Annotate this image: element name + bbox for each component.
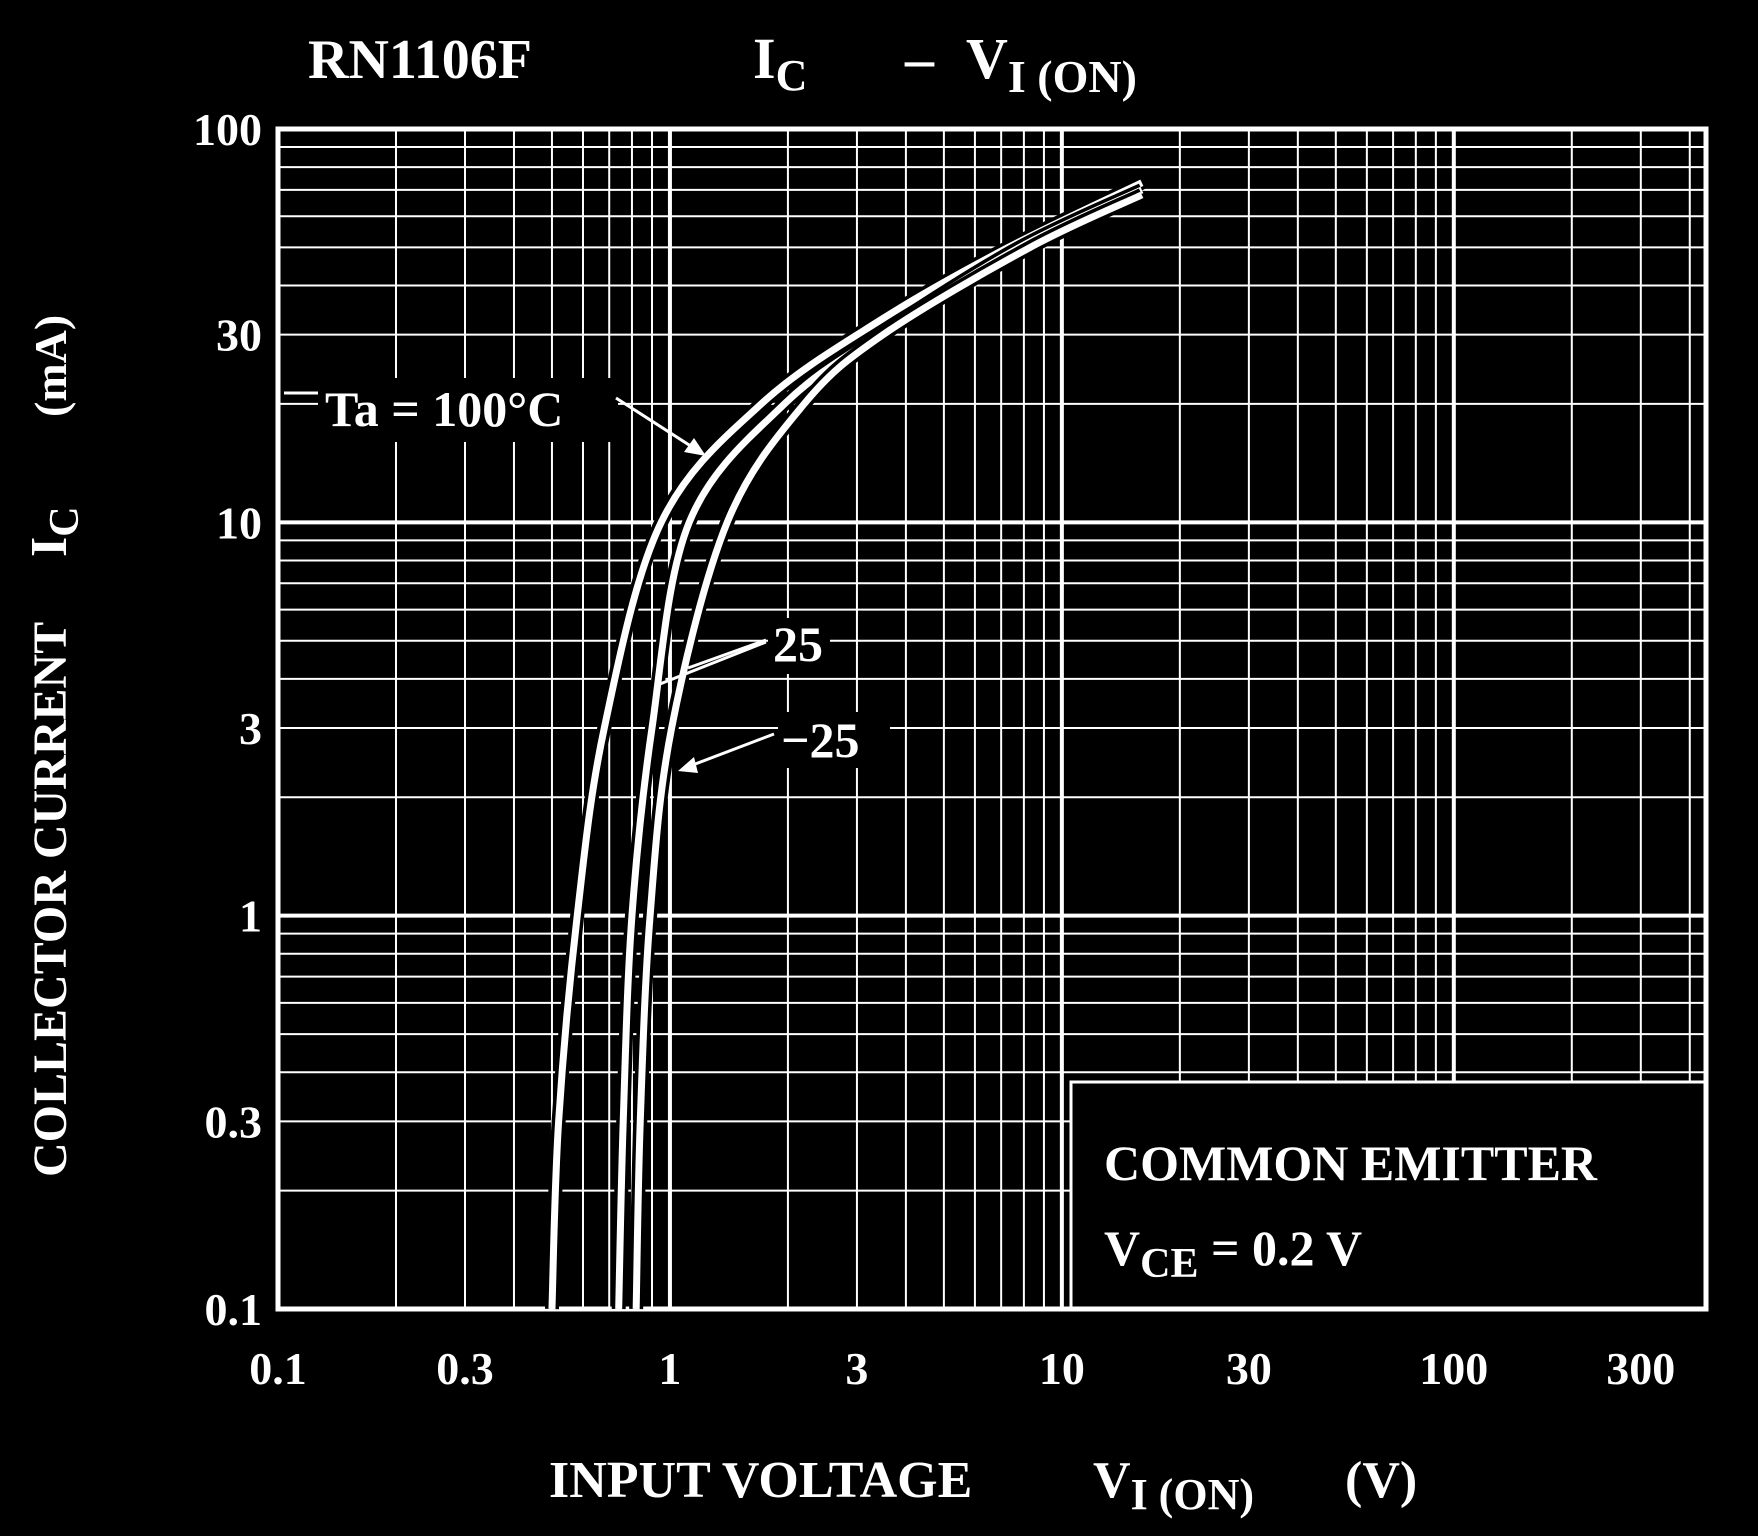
y-axis-symbol: IC [21,506,88,557]
y-tick-label: 1 [239,891,262,942]
y-tick-label: 10 [216,497,262,548]
legend-v: V [1104,1220,1140,1276]
x-tick-label: 1 [658,1343,681,1394]
annotation-bg-m25 [778,712,890,768]
title-i: I [753,26,776,91]
annotation-bg-25 [768,618,830,674]
legend-line1: COMMON EMITTER [1104,1135,1598,1191]
plot-frame [275,126,1709,1312]
leader-25-b [659,640,767,686]
leader-m25 [689,732,775,768]
legend-ce-sub: CE [1140,1241,1198,1287]
arrow-head-100 [684,438,706,456]
y-tick-label: 3 [239,703,262,754]
title-c-sub: C [776,51,808,100]
x-tick-label: 3 [845,1343,868,1394]
x-axis-symbol: VI (ON) [1093,1452,1254,1519]
x-sym-sub: I (ON) [1131,1470,1254,1519]
y-axis-label-group: COLLECTOR CURRENT IC (mA) [21,315,88,1177]
x-axis-unit: (V) [1345,1452,1417,1509]
series-line-0 [548,179,1144,1310]
x-sym-v: V [1093,1452,1131,1509]
annotation-ta25: 25 [773,616,823,672]
y-tick-label: 0.3 [205,1096,263,1147]
legend-line2: VCE = 0.2 V [1104,1220,1362,1287]
legend-value: = 0.2 V [1198,1220,1362,1276]
y-axis-label: COLLECTOR CURRENT [24,622,77,1177]
x-axis-label: INPUT VOLTAGE [549,1452,972,1509]
annotation-ta100: Ta = 100°C [325,381,563,437]
series-line-2 [632,191,1144,1310]
x-tick-label: 300 [1606,1343,1675,1394]
y-tick-label: 0.1 [205,1284,263,1335]
chart-title-part: RN1106F [308,29,532,91]
annotation-bg-100 [318,378,618,442]
y-axis-unit: (mA) [25,315,76,417]
x-tick-label: 30 [1226,1343,1272,1394]
leader-25-a [687,638,767,670]
x-tick-label: 10 [1039,1343,1085,1394]
chart-title-dash: – [904,26,935,91]
x-tick-label: 0.3 [436,1343,494,1394]
title-v: V [966,26,1008,91]
arrow-head-m25 [678,757,698,773]
annotation-tam25: −25 [781,712,860,768]
chart-title-vi: VI (ON) [966,26,1137,102]
x-tick-label: 0.1 [249,1343,307,1394]
title-v-sub: I (ON) [1008,51,1137,102]
y-sym-sub: C [42,506,88,536]
chart-title-ic: IC [753,26,807,100]
curves [544,176,1145,1310]
x-tick-label: 100 [1419,1343,1488,1394]
tick-labels: 0.1 0.3 1 3 10 30 100 300 100 30 10 3 1 0.3 0.1 [193,104,1675,1394]
y-sym-i: I [21,537,78,557]
legend-box [1069,1080,1708,1311]
leader-100-arrow [615,396,701,454]
y-tick-label: 100 [193,104,262,155]
y-tick-label: 30 [216,310,262,361]
